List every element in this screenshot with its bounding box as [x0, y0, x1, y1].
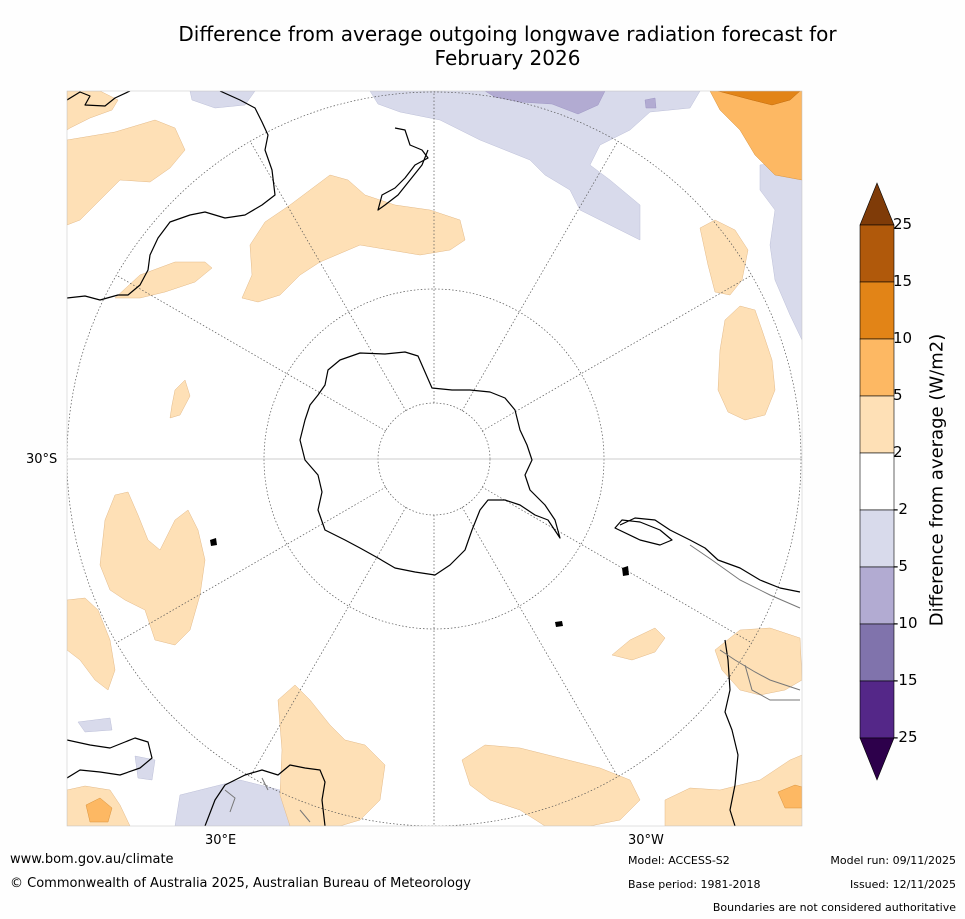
colorbar-tick: 25	[893, 215, 913, 233]
colorbar-tick: -15	[893, 671, 918, 689]
positive-region-small-sw	[85, 797, 113, 823]
positive-region-small-se	[777, 784, 802, 809]
colorbar-bin	[859, 623, 895, 682]
map-field	[67, 91, 802, 826]
new-zealand-coastline	[377, 127, 429, 211]
title-line-2: February 2026	[434, 46, 581, 70]
meridian	[481, 486, 753, 644]
model-text: Model: ACCESS-S2	[628, 854, 730, 867]
positive-region-africa-south-west	[461, 744, 641, 826]
colorbar-tick: -25	[893, 728, 918, 746]
island	[210, 538, 217, 546]
colorbar-tick: -2	[893, 500, 908, 518]
negative-region-pacific-strong	[484, 91, 606, 115]
positive-region-north-east	[709, 91, 802, 181]
meridian	[115, 274, 387, 432]
website-link[interactable]: www.bom.gov.au/climate	[10, 852, 174, 867]
positive-region-south-america-coast	[67, 119, 186, 226]
strongest-positive-regions	[717, 91, 801, 106]
colorbar-bin	[859, 338, 895, 397]
island	[555, 621, 563, 627]
coastlines	[67, 91, 801, 826]
meridian	[461, 140, 619, 412]
positive-region-atlantic-large	[717, 305, 776, 421]
negative-region-small	[644, 97, 657, 109]
positive-region-top-left	[67, 91, 119, 131]
colorbar-tick: -10	[893, 614, 918, 632]
positive-region-south-africa-east	[277, 684, 386, 826]
map-frame	[66, 90, 803, 827]
positive-region-africa-south	[714, 627, 802, 696]
negative-region-pacific-north	[369, 91, 701, 241]
colorbar-bin	[859, 509, 895, 568]
positive-region-atlantic-mid	[611, 627, 666, 661]
colorbar-tick: -5	[893, 557, 908, 575]
island	[622, 566, 629, 576]
colorbar-bin	[859, 224, 895, 283]
meridian	[481, 274, 753, 432]
map-title: Difference from average outgoing longwav…	[100, 22, 915, 70]
longitude-label-east: 30°E	[205, 833, 237, 848]
meridian	[115, 486, 387, 644]
colorbar-bin	[859, 395, 895, 454]
positive-region-pacific-band	[241, 174, 466, 303]
boundary-lines	[224, 544, 801, 823]
map-background	[67, 91, 802, 826]
colorbar-bin	[859, 566, 895, 625]
negative-region-south-africa	[134, 755, 156, 781]
colorbar	[859, 182, 895, 781]
national-boundary	[689, 544, 801, 701]
negative-region-south-america-north	[189, 91, 256, 109]
title-line-1: Difference from average outgoing longwav…	[178, 22, 837, 46]
negative-region-north-east	[759, 159, 802, 341]
copyright-text: © Commonwealth of Australia 2025, Austra…	[10, 876, 471, 891]
stronger-negative-regions	[484, 91, 657, 115]
africa-coastline	[619, 517, 801, 826]
stronger-positive-regions	[85, 91, 802, 823]
colorbar-tick: 2	[893, 443, 903, 461]
negative-anomaly-regions	[77, 91, 802, 826]
colorbar-title-text: Difference from average (W/m2)	[926, 333, 948, 627]
positive-region-indian-west	[67, 597, 116, 691]
colorbar-tick: 5	[893, 386, 903, 404]
model-run-text: Model run: 09/11/2025	[830, 854, 956, 867]
latitude-label: 30°S	[26, 452, 58, 467]
madagascar-coastline	[614, 519, 673, 546]
colorbar-tick: 15	[893, 272, 913, 290]
positive-region-east-atlantic	[699, 219, 749, 296]
issued-text: Issued: 12/11/2025	[849, 878, 956, 891]
disclaimer-text: Boundaries are not considered authoritat…	[712, 901, 956, 914]
meridian	[461, 506, 619, 778]
australia-coastline	[67, 737, 326, 826]
antarctica-coastline	[299, 351, 561, 576]
colorbar-tick: 10	[893, 329, 913, 347]
colorbar-bin	[859, 281, 895, 340]
positive-region-pacific-west	[114, 261, 213, 299]
colorbar-lower-extend	[859, 737, 895, 781]
colorbar-bin	[859, 452, 895, 511]
national-boundary	[224, 777, 311, 823]
colorbar-bin	[859, 680, 895, 739]
colorbar-upper-extend	[859, 182, 895, 226]
meridian	[249, 506, 407, 778]
south-america-coastline	[67, 91, 276, 301]
base-period-text: Base period: 1981-2018	[628, 878, 761, 891]
meridian	[249, 140, 407, 412]
positive-region-island-ridge	[169, 379, 191, 419]
small-islands	[210, 538, 629, 627]
longitude-label-west: 30°W	[628, 833, 664, 848]
negative-region-indian-sw	[77, 717, 113, 733]
positive-region-north-east-strong	[717, 91, 801, 106]
